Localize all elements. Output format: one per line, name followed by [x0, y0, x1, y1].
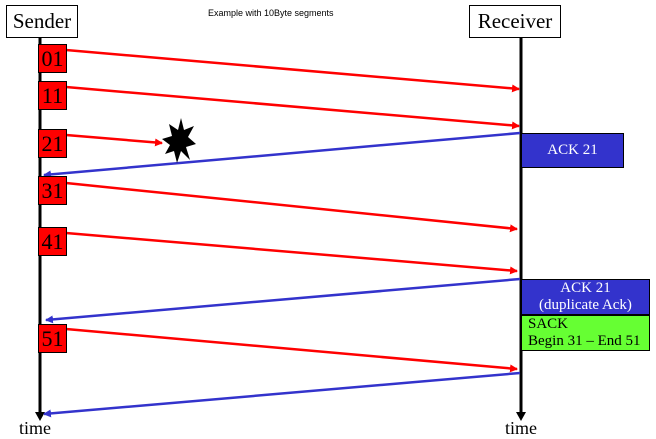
ack-box-2-line1: ACK 21: [560, 279, 611, 296]
segment-box-51: 51: [38, 324, 67, 353]
sack-box-line2: Begin 31 – End 51: [528, 333, 641, 349]
segment-arrow-51: [65, 327, 518, 373]
segment-arrow-31: [65, 181, 518, 233]
ack-box-1-label: ACK 21: [547, 141, 598, 158]
ack-box-1: ACK 21: [521, 133, 624, 168]
explosion-icon: [162, 118, 196, 163]
diagram-title: Example with 10Byte segments: [208, 8, 334, 18]
sack-box: SACK Begin 31 – End 51: [521, 315, 650, 351]
segment-arrow-11: [65, 85, 520, 130]
segment-box-31: 31: [38, 176, 67, 205]
segment-arrow-01: [65, 48, 520, 93]
ack-box-2-line2: (duplicate Ack): [539, 297, 632, 313]
sender-timeline-arrowhead: [35, 412, 45, 421]
segment-box-21: 21: [38, 129, 67, 158]
segment-arrow-41: [65, 231, 518, 275]
receiver-time-label: time: [505, 418, 537, 438]
sender-label: Sender: [6, 5, 78, 38]
ack-arrow-2: [45, 277, 521, 324]
segment-box-01: 01: [38, 44, 67, 73]
ack-arrow-1: [43, 131, 521, 179]
segment-box-11: 11: [38, 81, 67, 110]
ack-box-2: ACK 21 (duplicate Ack): [521, 279, 650, 315]
sack-box-line1: SACK: [528, 315, 569, 332]
segment-box-41: 41: [38, 227, 67, 256]
segment-arrow-21-lost: [65, 133, 163, 147]
receiver-timeline-arrowhead: [516, 412, 526, 421]
receiver-label: Receiver: [469, 5, 561, 38]
sender-time-label: time: [19, 418, 51, 438]
ack-arrow-3: [43, 371, 521, 418]
